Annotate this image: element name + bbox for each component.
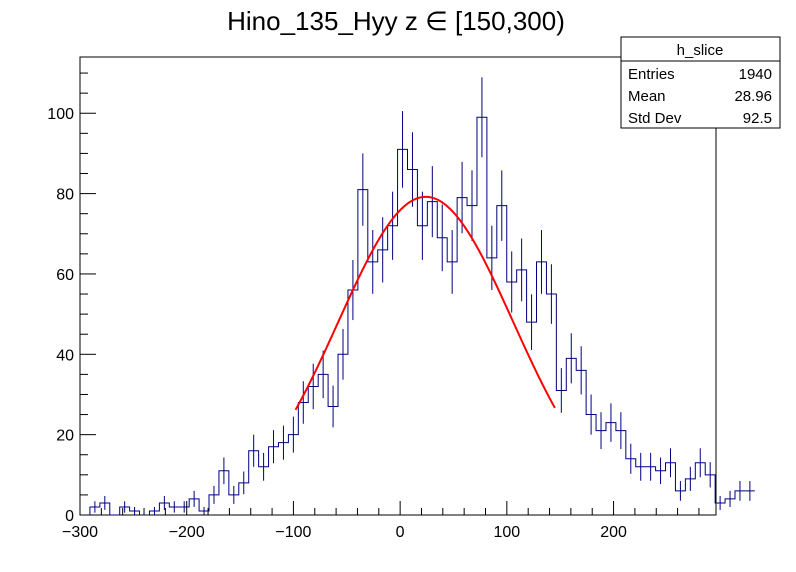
- y-tick-label: 0: [65, 508, 74, 525]
- stats-stddev-label: Std Dev: [628, 110, 682, 127]
- y-tick-label: 80: [56, 187, 74, 204]
- x-tick-label: 100: [493, 524, 520, 541]
- stats-entries-label: Entries: [628, 66, 675, 83]
- axes-layer: −300 −200 −100 0 100 200 0 20 40 60 80 100: [47, 72, 700, 541]
- y-tick-label: 60: [56, 267, 74, 284]
- stats-mean-label: Mean: [628, 88, 666, 105]
- plot-area-border: [79, 56, 717, 516]
- x-tick-label: 200: [600, 524, 627, 541]
- stats-mean-value: 28.96: [734, 88, 772, 105]
- histogram-layer: [80, 116, 755, 516]
- histogram-outline: [80, 116, 755, 516]
- stats-box-frame: [620, 36, 781, 129]
- stats-entries-value: 1940: [739, 66, 772, 83]
- fit-curve-layer: [294, 195, 556, 411]
- stats-stddev-value: 92.5: [743, 110, 772, 127]
- fit-curve: [294, 195, 556, 411]
- stats-box: h_slice Entries 1940 Mean 28.96 Std Dev …: [620, 36, 781, 129]
- y-tick-label: 20: [56, 428, 74, 445]
- stats-box-title: h_slice: [677, 42, 724, 59]
- x-tick-label: −200: [169, 524, 205, 541]
- plot-frame: [79, 56, 717, 516]
- chart-title: Hino_135_Hyy z ∈ [150,300): [227, 6, 565, 36]
- y-tick-label: 100: [47, 106, 74, 123]
- error-bars-layer: [94, 77, 751, 515]
- x-tick-label: 0: [396, 524, 405, 541]
- x-tick-label: −100: [275, 524, 311, 541]
- y-tick-label: 40: [56, 347, 74, 364]
- x-tick-label: −300: [62, 524, 98, 541]
